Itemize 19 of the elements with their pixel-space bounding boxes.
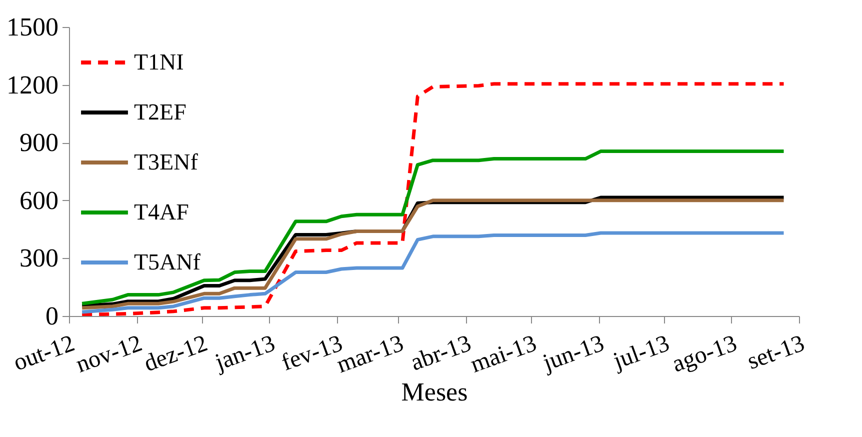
line-series	[80, 150, 786, 306]
x-tick-label: set-13	[744, 330, 808, 376]
y-tick-label: 900	[20, 128, 58, 158]
legend-label: T4AF	[134, 200, 189, 224]
legend-label: T1NI	[134, 50, 184, 74]
x-tick-label: jun-13	[538, 330, 608, 377]
legend-label: T5ANf	[134, 250, 201, 274]
x-axis-title: Meses	[401, 378, 468, 407]
y-tick-label: 0	[46, 302, 58, 330]
x-tick-label: out-12	[10, 330, 78, 376]
legend-label: T3ENf	[134, 150, 198, 174]
y-tick-label: 300	[20, 244, 58, 273]
x-tick-label: jan-13	[211, 330, 279, 376]
y-tick-label: 600	[20, 186, 58, 215]
line-series	[80, 82, 786, 316]
y-tick-label: 1200	[6, 70, 58, 100]
y-tick-label: 1500	[6, 12, 58, 42]
line-series	[80, 231, 786, 314]
legend-label: T2EF	[134, 100, 186, 124]
